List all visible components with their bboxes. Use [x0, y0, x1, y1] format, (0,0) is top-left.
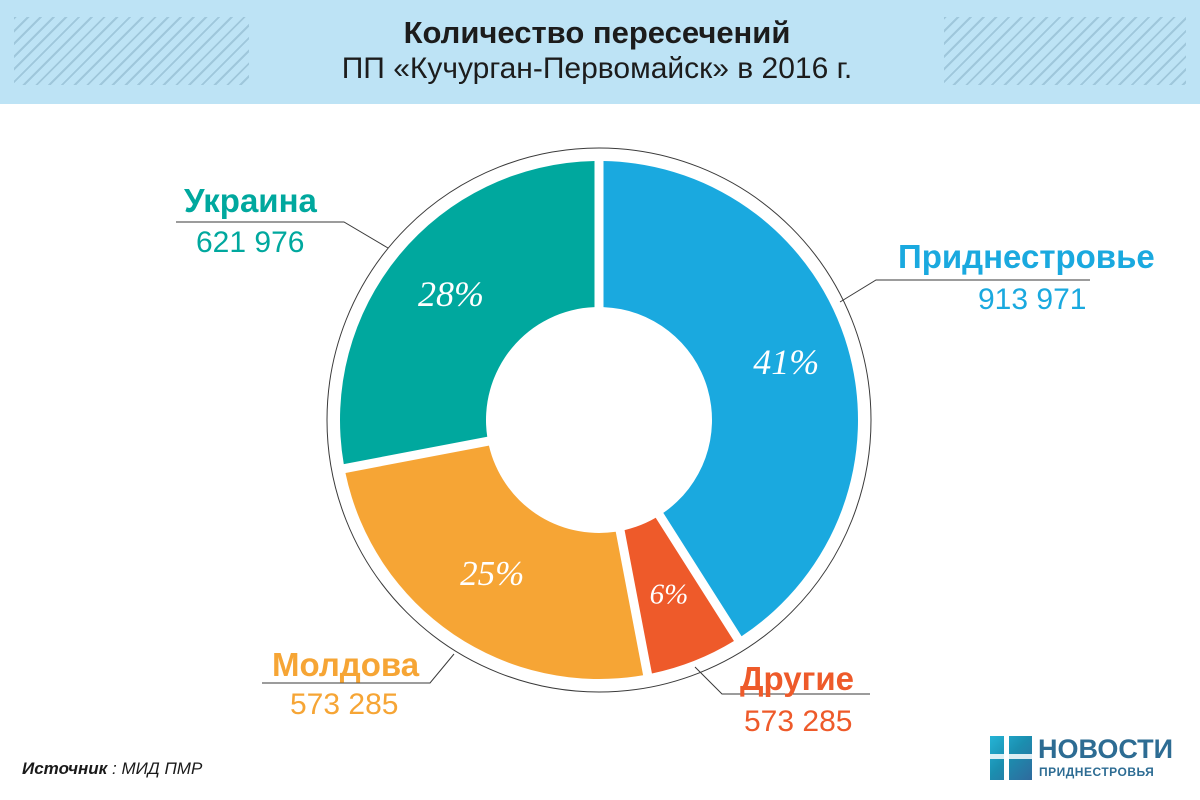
leader-line-ukraina: [176, 221, 389, 249]
source-label: Источник: [22, 759, 108, 778]
slice-ukraina: [340, 161, 595, 465]
label-value-moldova: 573 285: [290, 688, 399, 721]
label-value-drugie: 573 285: [744, 705, 853, 738]
logo-mark-icon: [990, 736, 1032, 780]
header-hatch-left: [14, 17, 249, 85]
slice-moldova: [345, 445, 644, 679]
label-name-moldova: Молдова: [272, 646, 420, 683]
label-name-pridnestrovie: Приднестровье: [898, 238, 1155, 275]
label-name-drugie: Другие: [740, 660, 854, 697]
label-value-ukraina: 621 976: [196, 226, 305, 259]
slice-pridnestrovie: [603, 161, 858, 637]
header-banner: Количество пересечений ПП «Кучурган-Перв…: [0, 0, 1200, 104]
label-value-pridnestrovie: 913 971: [978, 283, 1087, 316]
percent-label-ukraina: 28%: [418, 274, 484, 314]
leader-line-pridnestrovie: [839, 279, 1090, 303]
leader-line-drugie: [694, 666, 870, 695]
source-value: : МИД ПМР: [112, 759, 203, 778]
label-name-ukraina: Украина: [184, 182, 317, 219]
percent-label-drugie: 6%: [650, 578, 689, 610]
chart-subtitle: ПП «Кучурган-Первомайск» в 2016 г.: [341, 52, 853, 85]
outer-ring: [326, 147, 872, 693]
percent-label-moldova: 25%: [460, 554, 524, 593]
logo-line2: ПРИДНЕСТРОВЬЯ: [1039, 765, 1155, 779]
slice-drugie: [624, 517, 734, 674]
chart-title: Количество пересечений: [403, 15, 791, 50]
source-note: Источник : МИД ПМР: [22, 759, 202, 779]
header-hatch-right: [944, 17, 1186, 85]
leader-line-moldova: [262, 653, 455, 684]
percent-label-pridnestrovie: 41%: [753, 342, 819, 382]
logo-line1: НОВОСТИ: [1038, 734, 1174, 764]
news-logo: НОВОСТИ ПРИДНЕСТРОВЬЯ: [990, 734, 1190, 784]
